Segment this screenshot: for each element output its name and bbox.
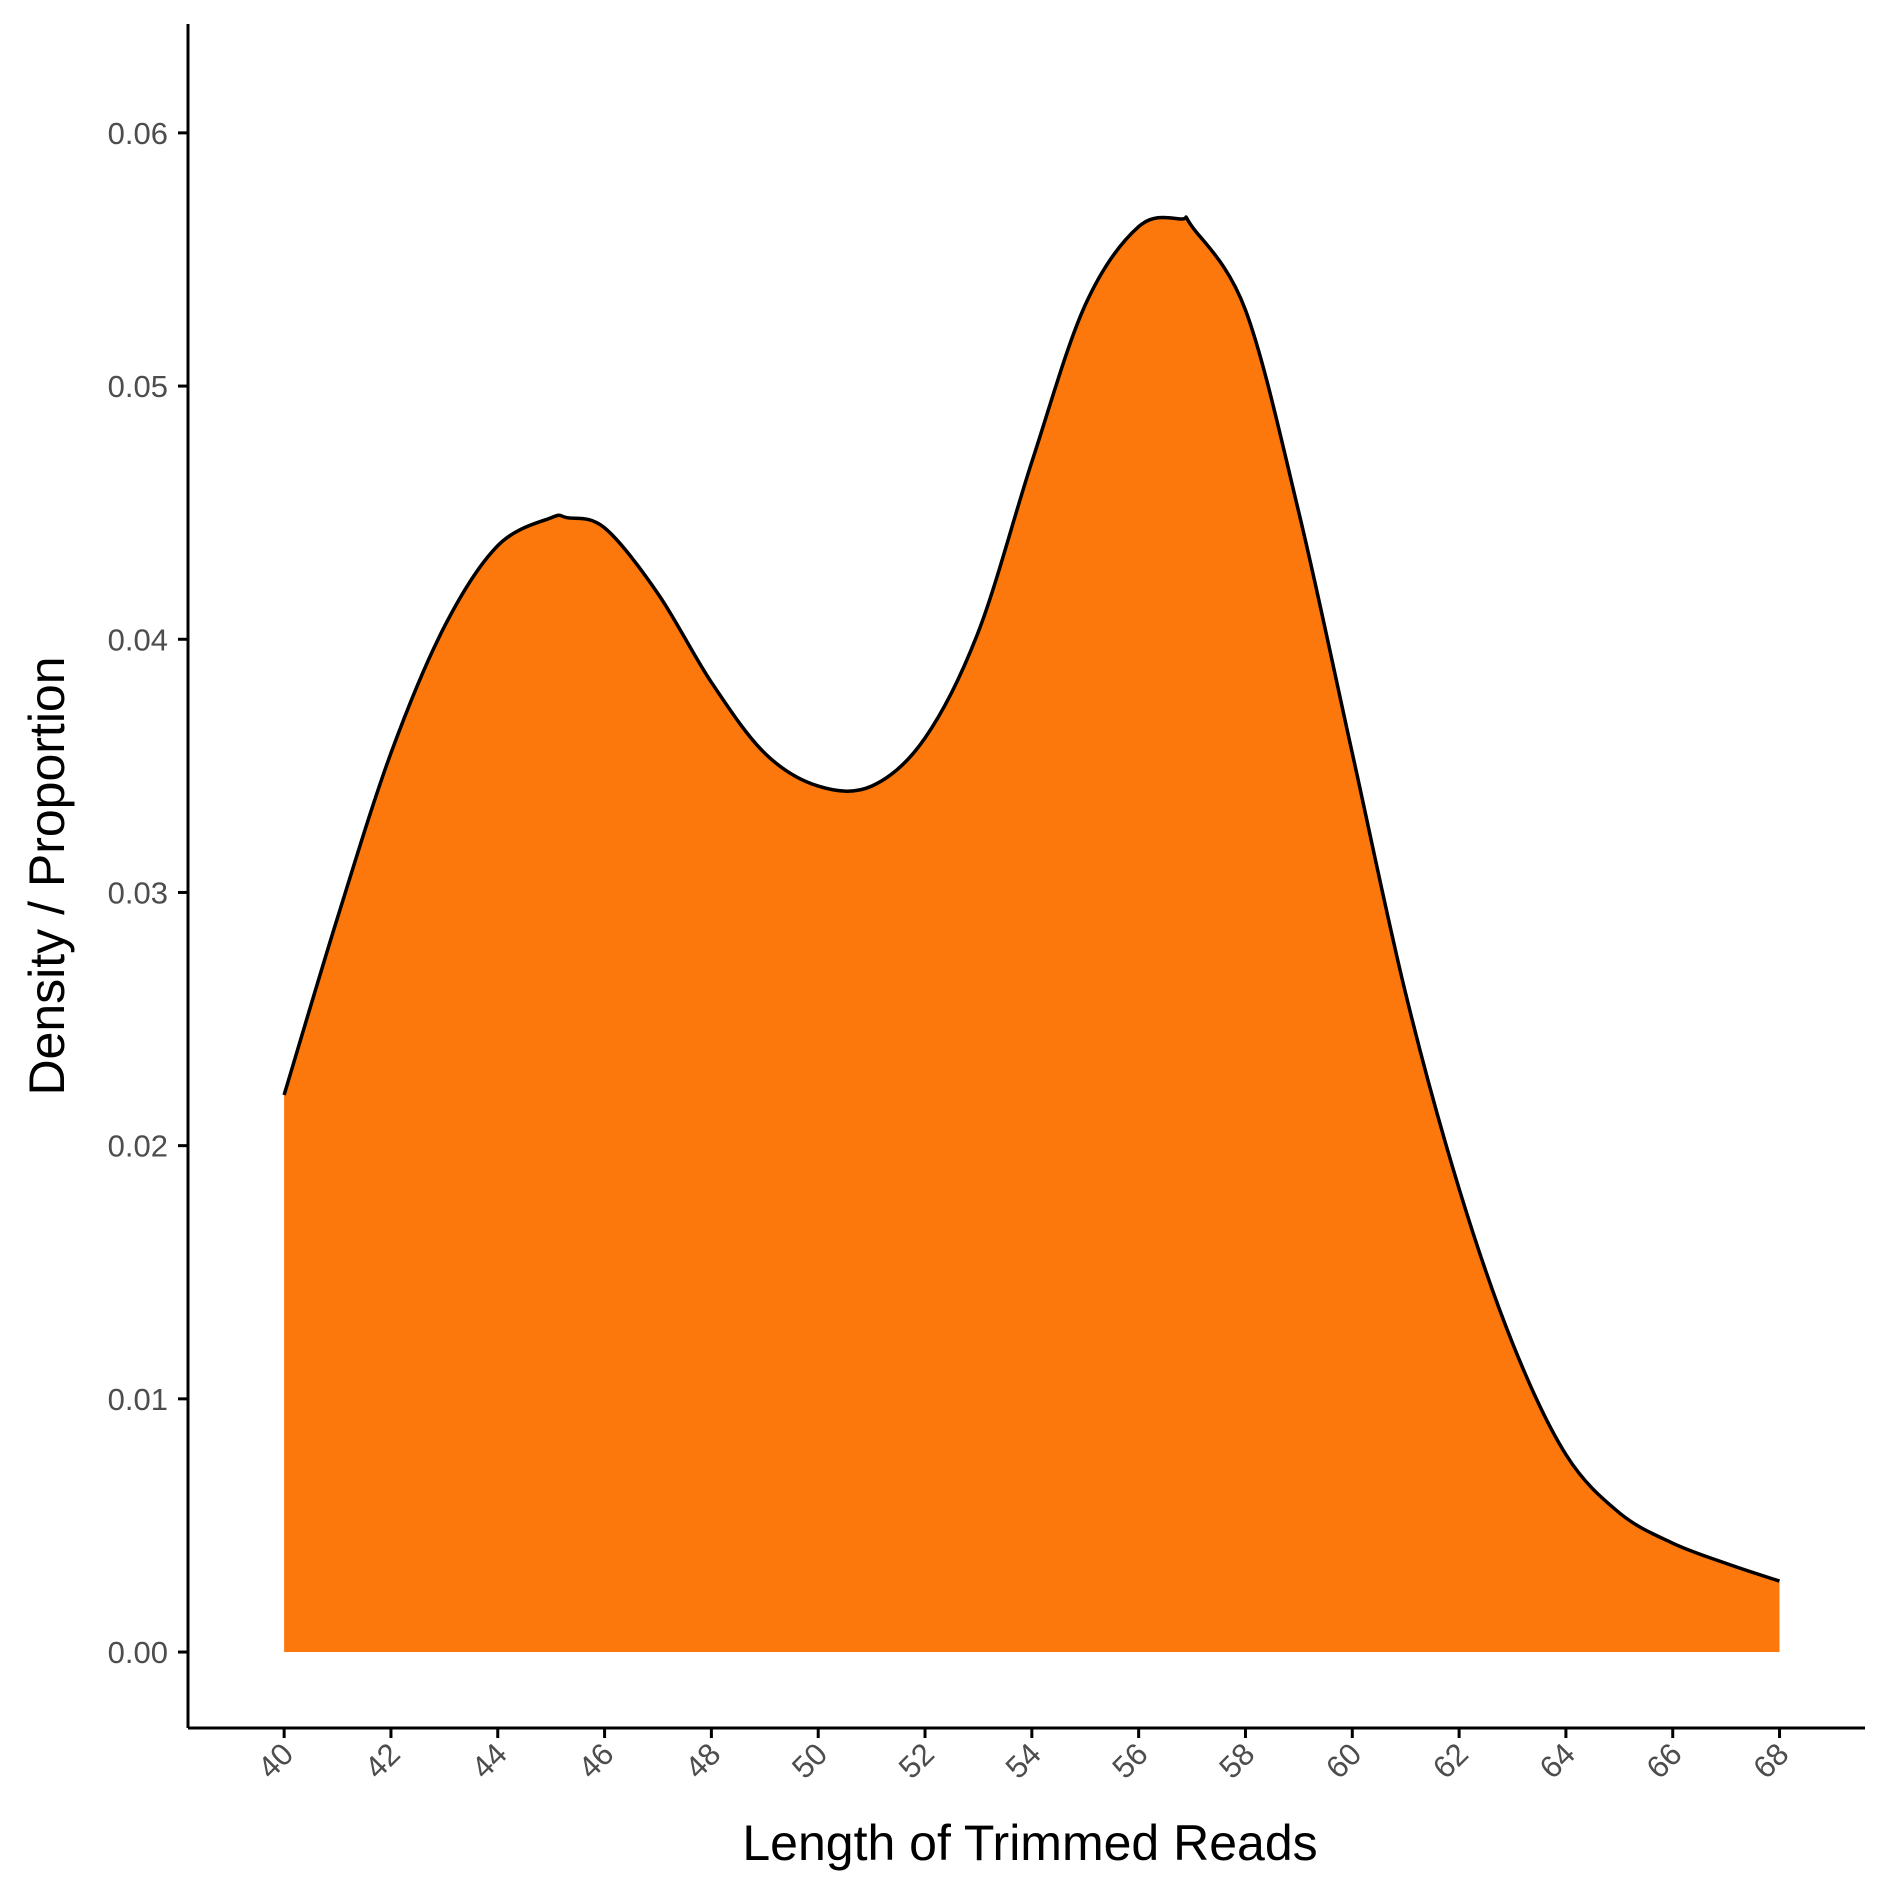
plot-area	[282, 215, 1781, 1653]
x-tick-label: 50	[785, 1736, 834, 1785]
x-tick-label: 46	[571, 1736, 620, 1785]
y-tick-label: 0.01	[108, 1382, 168, 1417]
y-tick-label: 0.02	[108, 1129, 168, 1164]
y-axis-title: Density / Proportion	[19, 656, 75, 1095]
x-tick-label: 62	[1426, 1736, 1475, 1785]
y-tick-label: 0.05	[108, 369, 168, 404]
x-tick-label: 48	[678, 1736, 727, 1785]
x-axis-title: Length of Trimmed Reads	[742, 1815, 1317, 1871]
y-tick-label: 0.00	[108, 1635, 168, 1670]
x-tick-label: 58	[1212, 1736, 1261, 1785]
x-tick-label: 44	[465, 1736, 514, 1785]
x-tick-label: 68	[1746, 1736, 1795, 1785]
y-tick-label: 0.03	[108, 875, 168, 910]
x-tick-label: 42	[358, 1736, 407, 1785]
x-tick-label: 40	[251, 1736, 300, 1785]
y-tick-label: 0.04	[108, 622, 168, 657]
density-curve	[282, 215, 1781, 1583]
y-axis-ticks: 0.00 0.01 0.02 0.03 0.04 0.05 0.06	[108, 116, 188, 1670]
x-tick-label: 60	[1319, 1736, 1368, 1785]
density-area	[284, 217, 1780, 1653]
x-tick-label: 66	[1640, 1736, 1689, 1785]
x-axis-ticks: 40 42 44 46 48 50 52 54 56 58 60 62 64 66 68	[251, 1728, 1795, 1785]
x-tick-label: 52	[892, 1736, 941, 1785]
x-tick-label: 54	[999, 1736, 1048, 1785]
x-tick-label: 56	[1105, 1736, 1154, 1785]
y-tick-label: 0.06	[108, 116, 168, 151]
x-tick-label: 64	[1533, 1736, 1582, 1785]
